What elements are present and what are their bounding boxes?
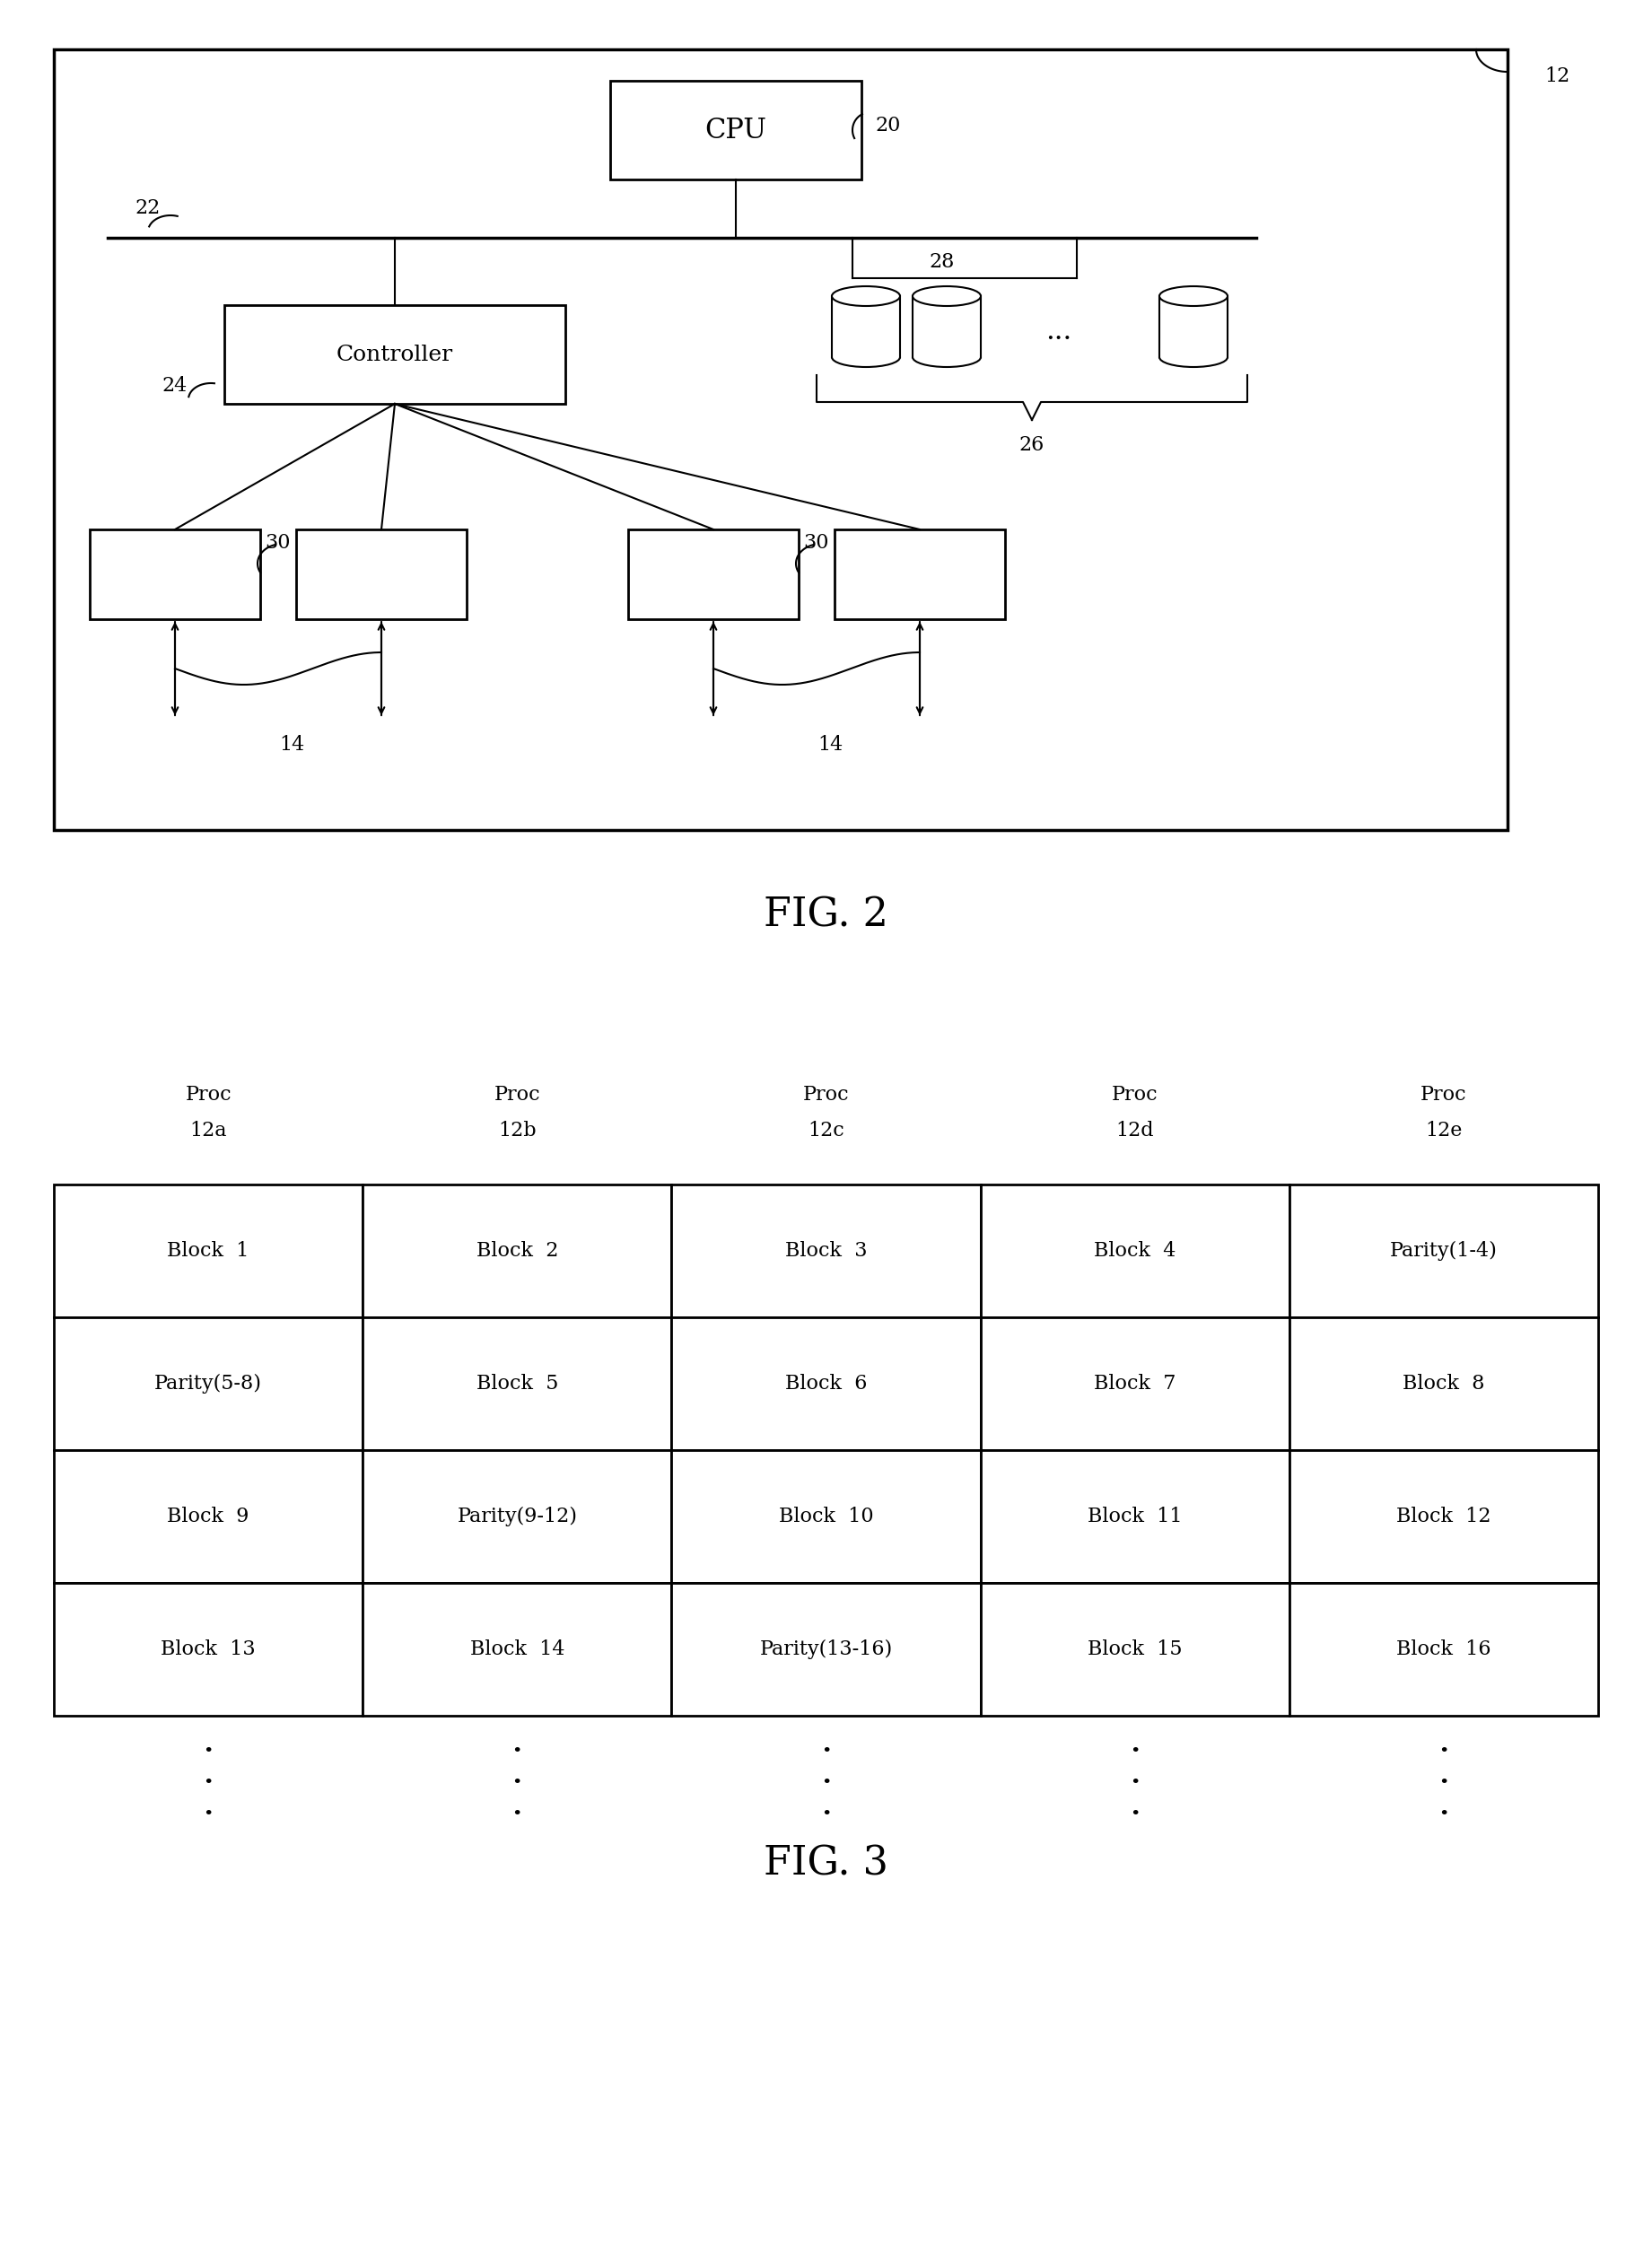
Text: Block  8: Block 8 <box>1403 1374 1485 1395</box>
Text: 12e: 12e <box>1426 1121 1462 1141</box>
Ellipse shape <box>833 285 900 306</box>
Text: •: • <box>512 1743 522 1759</box>
Ellipse shape <box>912 346 981 367</box>
Text: 26: 26 <box>1019 435 1044 455</box>
Bar <box>1289 1318 1597 1451</box>
Text: 12b: 12b <box>497 1121 537 1141</box>
Text: Block  3: Block 3 <box>785 1241 867 1261</box>
Bar <box>225 306 565 403</box>
Text: 12d: 12d <box>1115 1121 1155 1141</box>
Text: Block  7: Block 7 <box>1094 1374 1176 1395</box>
Bar <box>89 530 261 618</box>
Text: Controller: Controller <box>337 344 453 365</box>
Text: 12: 12 <box>1545 66 1569 86</box>
Text: 14: 14 <box>279 736 304 754</box>
Text: 12c: 12c <box>808 1121 844 1141</box>
Text: 14: 14 <box>818 736 843 754</box>
Text: Block  2: Block 2 <box>476 1241 558 1261</box>
Text: •: • <box>1130 1775 1140 1791</box>
Text: Block  4: Block 4 <box>1094 1241 1176 1261</box>
Bar <box>296 530 466 618</box>
Bar <box>363 1318 672 1451</box>
Text: 28: 28 <box>930 251 955 272</box>
Text: •: • <box>1439 1775 1449 1791</box>
Text: Proc: Proc <box>1421 1084 1467 1105</box>
Text: •: • <box>1439 1743 1449 1759</box>
Text: Parity(13-16): Parity(13-16) <box>760 1639 892 1660</box>
Bar <box>834 530 1004 618</box>
Text: •: • <box>1130 1743 1140 1759</box>
Text: •: • <box>1439 1807 1449 1823</box>
Text: Block  6: Block 6 <box>785 1374 867 1395</box>
Bar <box>55 1184 363 1318</box>
Bar <box>363 1583 672 1716</box>
Text: 24: 24 <box>162 376 188 396</box>
Text: ...: ... <box>1046 319 1072 346</box>
Text: Block  16: Block 16 <box>1396 1639 1492 1660</box>
Bar <box>980 1583 1289 1716</box>
Text: FIG. 3: FIG. 3 <box>763 1845 889 1884</box>
Text: 20: 20 <box>876 115 900 136</box>
Text: Block  1: Block 1 <box>167 1241 249 1261</box>
Ellipse shape <box>833 346 900 367</box>
Text: Block  14: Block 14 <box>469 1639 565 1660</box>
Ellipse shape <box>912 285 981 306</box>
Text: •: • <box>821 1775 831 1791</box>
Text: •: • <box>203 1743 213 1759</box>
Text: Parity(9-12): Parity(9-12) <box>458 1506 577 1526</box>
Text: •: • <box>821 1743 831 1759</box>
Text: Proc: Proc <box>494 1084 540 1105</box>
Text: Block  5: Block 5 <box>476 1374 558 1395</box>
Ellipse shape <box>1160 285 1227 306</box>
Bar <box>1289 1184 1597 1318</box>
Text: Block  12: Block 12 <box>1396 1506 1492 1526</box>
Text: •: • <box>512 1775 522 1791</box>
Text: Block  9: Block 9 <box>167 1506 249 1526</box>
Bar <box>55 1583 363 1716</box>
Text: 30: 30 <box>805 532 829 552</box>
Text: Block  15: Block 15 <box>1087 1639 1183 1660</box>
Text: •: • <box>203 1807 213 1823</box>
Text: •: • <box>821 1807 831 1823</box>
Bar <box>833 297 900 358</box>
Bar <box>610 82 861 179</box>
Text: Proc: Proc <box>1112 1084 1158 1105</box>
Text: Block  10: Block 10 <box>778 1506 874 1526</box>
Text: Proc: Proc <box>803 1084 849 1105</box>
Bar <box>980 1451 1289 1583</box>
Bar <box>628 530 798 618</box>
Bar <box>363 1451 672 1583</box>
Bar <box>672 1451 980 1583</box>
Text: 22: 22 <box>135 199 160 217</box>
Bar <box>672 1318 980 1451</box>
Text: Parity(5-8): Parity(5-8) <box>154 1374 263 1395</box>
Text: 12a: 12a <box>190 1121 226 1141</box>
Ellipse shape <box>1160 346 1227 367</box>
Bar <box>55 1318 363 1451</box>
Text: 30: 30 <box>266 532 291 552</box>
Bar <box>912 297 981 358</box>
Bar <box>672 1184 980 1318</box>
Bar <box>980 1184 1289 1318</box>
Text: CPU: CPU <box>705 115 767 145</box>
Text: •: • <box>1130 1807 1140 1823</box>
Text: FIG. 2: FIG. 2 <box>763 897 889 935</box>
Text: Block  11: Block 11 <box>1087 1506 1183 1526</box>
Bar <box>1289 1451 1597 1583</box>
Text: Block  13: Block 13 <box>160 1639 256 1660</box>
Bar <box>363 1184 672 1318</box>
Text: Proc: Proc <box>185 1084 231 1105</box>
Bar <box>55 50 1508 831</box>
Bar <box>672 1583 980 1716</box>
Bar <box>1289 1583 1597 1716</box>
Bar <box>1160 297 1227 358</box>
Bar <box>55 1451 363 1583</box>
Bar <box>980 1318 1289 1451</box>
Text: •: • <box>203 1775 213 1791</box>
Text: •: • <box>512 1807 522 1823</box>
Text: Parity(1-4): Parity(1-4) <box>1389 1241 1497 1261</box>
